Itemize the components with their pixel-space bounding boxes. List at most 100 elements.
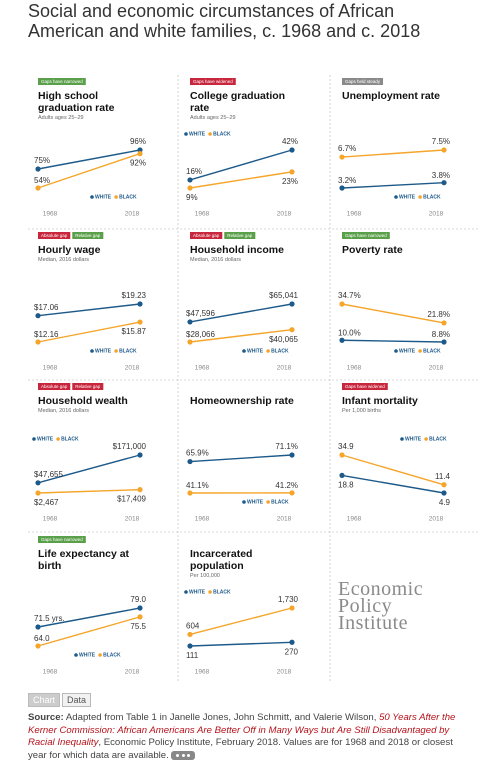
point: [137, 452, 143, 458]
x-tick-label: 1968: [347, 516, 362, 523]
badge: [342, 232, 390, 239]
value-label: 604: [186, 622, 200, 631]
legend-label: WHITE: [399, 348, 416, 354]
value-label: 4.9: [439, 498, 451, 507]
legend-marker: [114, 349, 118, 353]
legend-marker: [400, 437, 404, 441]
badge: [38, 536, 86, 543]
value-label: $17.06: [34, 303, 59, 312]
legend-label: WHITE: [189, 589, 206, 595]
panel-subtitle: Per 1,000 births: [342, 408, 381, 414]
tab[interactable]: Chart: [28, 693, 61, 707]
legend-marker: [424, 437, 428, 441]
point: [289, 327, 295, 333]
value-label: 111: [186, 651, 199, 660]
badge-label: Relative gap: [227, 233, 253, 238]
x-tick-label: 1968: [43, 211, 58, 218]
x-tick-label: 2018: [125, 669, 140, 676]
value-label: 79.0: [130, 595, 146, 604]
series-line: [341, 474, 445, 494]
series-line: [341, 303, 445, 324]
series-line: [37, 303, 141, 317]
legend-label: BLACK: [119, 348, 137, 354]
badge-label: Relative gap: [75, 233, 101, 238]
point: [289, 169, 295, 175]
series-line: [189, 328, 293, 343]
legend-label: BLACK: [103, 652, 121, 658]
legend-marker: [32, 437, 36, 441]
point: [137, 605, 143, 611]
legend-marker: [242, 500, 246, 504]
badge-label: Relative gap: [75, 384, 101, 389]
value-label: 71.1%: [275, 442, 298, 451]
value-label: 3.8%: [432, 171, 450, 180]
logo-line: Institute: [338, 612, 409, 634]
badge-label: Gaps have narrowed: [41, 537, 83, 542]
series-line: [341, 149, 445, 158]
point: [339, 301, 345, 307]
legend-label: WHITE: [399, 194, 416, 200]
value-label: $40,065: [269, 335, 298, 344]
legend-marker: [90, 195, 94, 199]
legend-label: WHITE: [37, 436, 54, 442]
point: [35, 339, 41, 345]
point: [339, 185, 345, 191]
point: [187, 339, 193, 345]
tabs: Chart Data: [28, 693, 92, 707]
legend-label: WHITE: [247, 499, 264, 505]
value-label: $28,066: [186, 330, 215, 339]
legend-label: WHITE: [189, 131, 206, 137]
x-tick-label: 2018: [125, 211, 140, 218]
legend-label: WHITE: [247, 348, 264, 354]
legend-label: WHITE: [79, 652, 96, 658]
legend-marker: [394, 195, 398, 199]
panel-title: Homeownership rate: [190, 395, 294, 407]
value-label: 21.8%: [427, 310, 450, 319]
legend-marker: [418, 349, 422, 353]
point: [289, 147, 295, 153]
legend-label: BLACK: [271, 348, 289, 354]
tab[interactable]: Data: [62, 693, 92, 707]
x-tick-label: 2018: [429, 211, 444, 218]
value-label: 75%: [34, 156, 50, 165]
legend-marker: [74, 653, 78, 657]
badge: [190, 78, 236, 85]
value-label: 71.5 yrs.: [34, 614, 65, 623]
source-label: Source:: [28, 712, 64, 723]
panel-subtitle: Median, 2016 dollars: [190, 257, 242, 263]
value-label: 34.9: [338, 442, 354, 451]
point: [35, 166, 41, 172]
x-tick-label: 1968: [43, 669, 58, 676]
point: [35, 185, 41, 191]
point: [339, 472, 345, 478]
point: [339, 452, 345, 458]
value-label: $171,000: [113, 442, 147, 451]
point: [35, 643, 41, 649]
badge: [38, 78, 86, 85]
panel-title: Poverty rate: [342, 244, 403, 256]
value-label: 75.5: [130, 622, 146, 631]
point: [137, 147, 143, 153]
x-tick-label: 1968: [347, 365, 362, 372]
panel-title: Incarcerated population: [190, 548, 253, 572]
panel-title: Hourly wage: [38, 244, 101, 256]
value-label: 6.7%: [338, 144, 356, 153]
more-button[interactable]: [171, 750, 196, 760]
x-tick-label: 2018: [125, 365, 140, 372]
panel-subtitle: Median, 2016 dollars: [38, 257, 90, 263]
value-label: $65,041: [269, 291, 298, 300]
legend-label: BLACK: [423, 348, 441, 354]
value-label: 270: [285, 647, 299, 656]
panel-subtitle: Adults ages 25–29: [190, 115, 236, 121]
badge-label: Gaps have narrowed: [345, 233, 387, 238]
point: [187, 458, 193, 465]
value-label: 16%: [186, 167, 202, 176]
x-tick-label: 2018: [277, 516, 292, 523]
badge-label: Absolute gap: [193, 233, 220, 238]
source-link[interactable]: 50 Years After the Kerner Commission: Af…: [28, 712, 456, 749]
value-label: 3.2%: [338, 176, 356, 185]
x-tick-label: 1968: [195, 365, 210, 372]
point: [441, 490, 447, 496]
value-label: 92%: [130, 159, 146, 168]
